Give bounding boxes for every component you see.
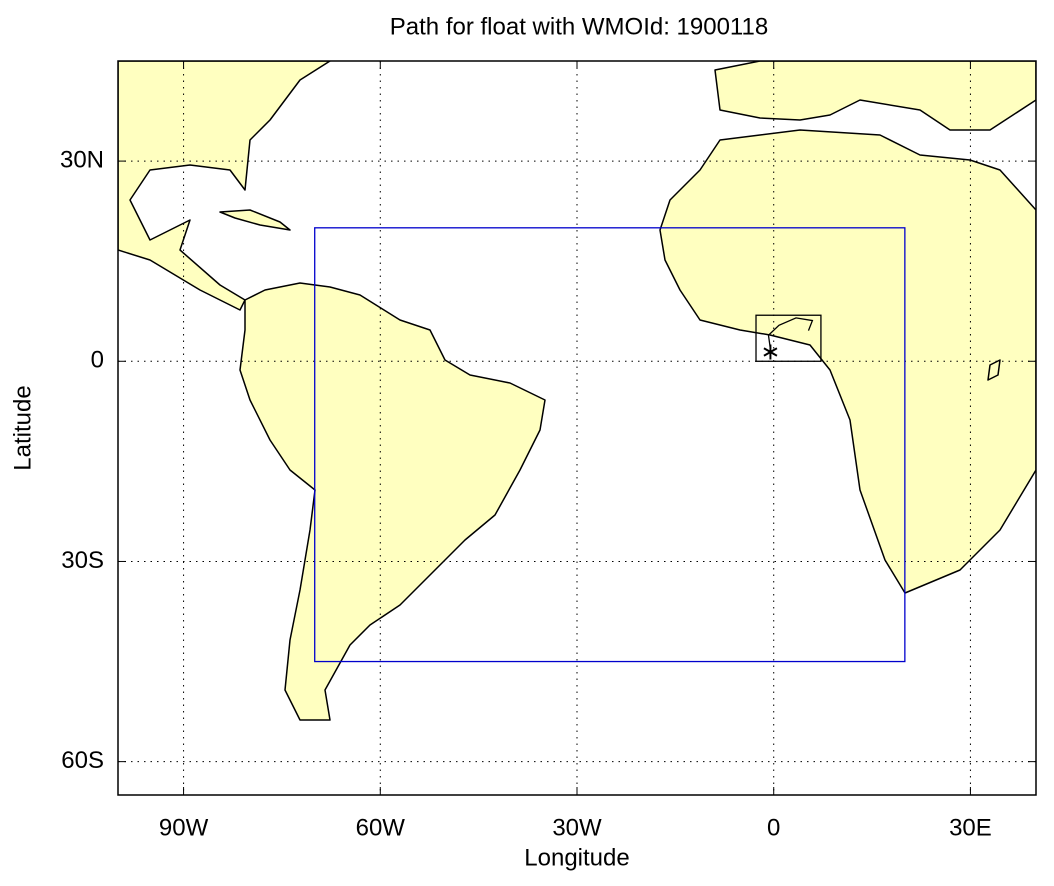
x-tick-label: 30E	[949, 814, 992, 841]
south-america	[239, 282, 546, 721]
y-tick-label: 30S	[61, 547, 104, 574]
float-path	[767, 317, 814, 350]
cuba	[219, 209, 291, 231]
region-box	[755, 314, 822, 362]
x-axis-label: Longitude	[524, 844, 629, 871]
x-tick-label: 60W	[356, 814, 406, 841]
y-tick-label: 30N	[60, 146, 104, 173]
y-tick-label: 0	[91, 347, 104, 374]
africa	[659, 129, 1036, 594]
north-america	[118, 61, 331, 311]
land	[118, 61, 1036, 721]
europe	[714, 61, 1036, 131]
region-box	[314, 227, 906, 663]
x-tick-label: 0	[767, 814, 780, 841]
float-start: ∗	[760, 339, 780, 366]
y-axis-label: Latitude	[9, 385, 36, 470]
y-tick-label: 60S	[61, 747, 104, 774]
chart-title: Path for float with WMOId: 1900118	[390, 13, 768, 40]
x-tick-label: 90W	[159, 814, 209, 841]
x-tick-label: 30W	[552, 814, 602, 841]
